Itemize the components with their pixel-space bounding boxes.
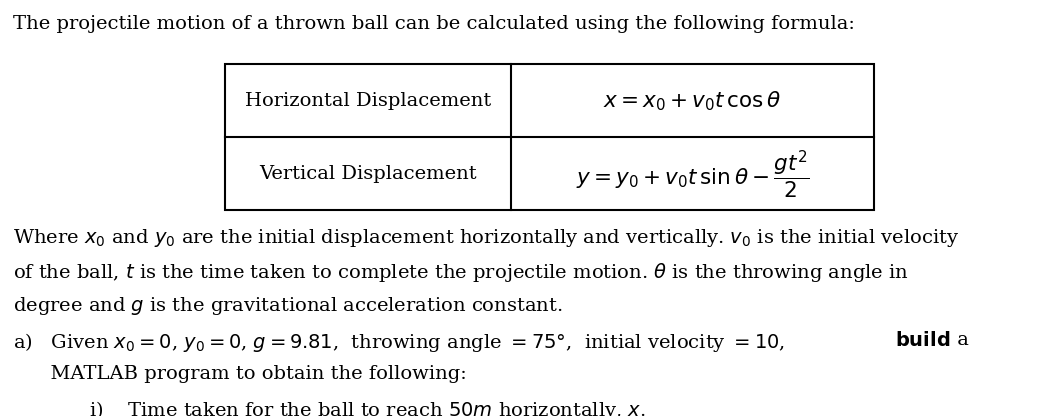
Text: $\mathbf{build}$: $\mathbf{build}$ [895, 331, 951, 350]
Text: $x = x_0 + v_0 t \, \cos \theta$: $x = x_0 + v_0 t \, \cos \theta$ [603, 89, 782, 113]
Text: i)    Time taken for the ball to reach $50m$ horizontally, $x$.: i) Time taken for the ball to reach $50m… [89, 399, 646, 416]
Bar [225, 64, 874, 210]
Text: a)   Given $x_0 = 0$, $y_0 = 0$, $g = 9.81$,  throwing angle $= 75°$,  initial v: a) Given $x_0 = 0$, $y_0 = 0$, $g = 9.81… [13, 331, 786, 354]
Text: Vertical Displacement: Vertical Displacement [259, 165, 476, 183]
Text: MATLAB program to obtain the following:: MATLAB program to obtain the following: [13, 365, 466, 383]
Text: $y = y_0 + v_0 t \, \sin \theta - \dfrac{gt^2}{2}$: $y = y_0 + v_0 t \, \sin \theta - \dfrac… [576, 148, 809, 200]
Text: of the ball, $t$ is the time taken to complete the projectile motion. $\theta$ i: of the ball, $t$ is the time taken to co… [13, 261, 909, 284]
Text: degree and $g$ is the gravitational acceleration constant.: degree and $g$ is the gravitational acce… [13, 295, 562, 317]
Text: The projectile motion of a thrown ball can be calculated using the following for: The projectile motion of a thrown ball c… [13, 15, 854, 32]
Text: Where $x_0$ and $y_0$ are the initial displacement horizontally and vertically. : Where $x_0$ and $y_0$ are the initial di… [13, 227, 959, 249]
Text: Horizontal Displacement: Horizontal Displacement [245, 92, 491, 110]
Text: a: a [951, 331, 968, 349]
